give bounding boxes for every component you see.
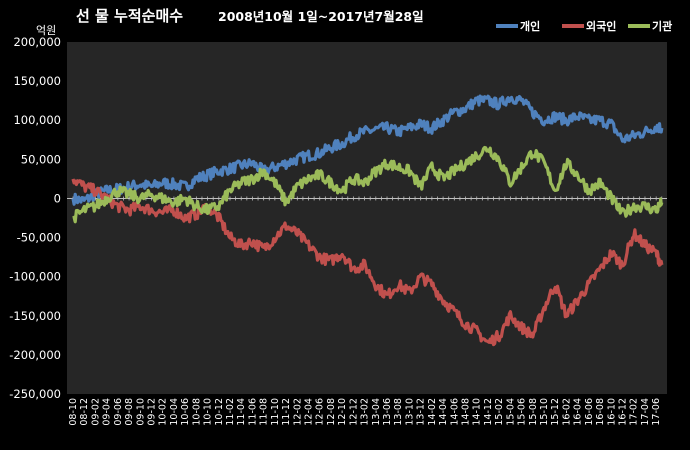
- x-tick-label: 11-10: [270, 398, 281, 426]
- x-tick-label: 10-08: [191, 398, 202, 426]
- x-tick-label: 15-02: [494, 398, 505, 426]
- y-tick-label: -150,000: [9, 309, 61, 323]
- series-line-foreign: [71, 178, 664, 347]
- x-tick-label: 13-04: [371, 398, 382, 426]
- x-axis: 08-10 08-12 09-02 09-04 09-06 09-08 09-10 09-12…: [68, 398, 662, 426]
- legend-individual-label: 개인: [520, 19, 540, 33]
- x-tick-label: 14-10: [472, 398, 483, 426]
- x-tick-label: 13-10: [404, 398, 415, 426]
- x-tick-label: 16-04: [573, 398, 584, 426]
- y-tick-label: 150,000: [13, 74, 61, 88]
- x-tick-label: 10-12: [214, 398, 225, 426]
- x-tick-label: 14-04: [438, 398, 449, 426]
- y-axis: 200,000 150,000 100,000 50,000 0 -50,000 -100,…: [9, 35, 61, 401]
- x-tick-label: 13-06: [382, 398, 393, 426]
- y-tick-label: 200,000: [13, 35, 61, 49]
- chart-title-prefix: 선 물 누적순매수: [76, 7, 183, 25]
- x-tick-label: 13-02: [360, 398, 371, 426]
- x-tick-label: 10-02: [158, 398, 169, 426]
- x-tick-label: 10-04: [169, 398, 180, 426]
- x-tick-label: 12-04: [304, 398, 315, 426]
- x-tick-label: 11-12: [281, 398, 292, 426]
- x-tick-label: 11-08: [259, 398, 270, 426]
- x-tick-label: 13-08: [393, 398, 404, 426]
- x-tick-label: 08-12: [79, 398, 90, 426]
- series-line-individual: [71, 94, 664, 206]
- y-tick-label: -100,000: [9, 270, 61, 284]
- x-tick-label: 15-08: [528, 398, 539, 426]
- y-tick-label: -250,000: [9, 387, 61, 401]
- y-unit-label: 억원: [36, 24, 56, 37]
- y-tick-label: -50,000: [17, 231, 61, 245]
- x-tick-label: 15-10: [539, 398, 550, 426]
- legend-institution-label: 기관: [652, 19, 672, 33]
- x-tick-label: 11-02: [225, 398, 236, 426]
- x-tick-label: 10-10: [203, 398, 214, 426]
- x-tick-label: 12-10: [337, 398, 348, 426]
- x-tick-label: 12-02: [292, 398, 303, 426]
- x-tick-label: 16-10: [606, 398, 617, 426]
- plot-area: [67, 42, 667, 394]
- x-tick-label: 15-12: [550, 398, 561, 426]
- x-tick-label: 11-04: [236, 398, 247, 426]
- y-tick-label: 0: [54, 191, 61, 205]
- legend: 개인 외국인 기관: [496, 19, 672, 33]
- x-tick-label: 16-08: [595, 398, 606, 426]
- x-tick-label: 16-12: [618, 398, 629, 426]
- x-tick-label: 10-06: [180, 398, 191, 426]
- x-tick-label: 09-12: [147, 398, 158, 426]
- x-tick-label: 14-12: [483, 398, 494, 426]
- x-tick-label: 12-12: [348, 398, 359, 426]
- x-tick-label: 09-10: [135, 398, 146, 426]
- x-tick-label: 08-10: [68, 398, 79, 426]
- x-tick-label: 16-02: [561, 398, 572, 426]
- x-tick-label: 09-08: [124, 398, 135, 426]
- x-tick-label: 17-06: [651, 398, 662, 426]
- series-layer: [71, 94, 664, 347]
- x-tick-label: 12-06: [315, 398, 326, 426]
- legend-foreign-label: 외국인: [586, 19, 616, 33]
- x-tick-label: 17-04: [640, 398, 651, 426]
- x-tick-label: 12-08: [326, 398, 337, 426]
- y-tick-label: -200,000: [9, 348, 61, 362]
- x-tick-label: 14-08: [461, 398, 472, 426]
- x-tick-label: 15-06: [517, 398, 528, 426]
- x-tick-label: 16-06: [584, 398, 595, 426]
- x-tick-label: 14-06: [449, 398, 460, 426]
- x-tick-label: 14-02: [427, 398, 438, 426]
- x-tick-label: 11-06: [247, 398, 258, 426]
- y-tick-label: 50,000: [21, 152, 61, 166]
- x-tick-label: 13-12: [416, 398, 427, 426]
- x-tick-label: 09-02: [90, 398, 101, 426]
- x-tick-label: 09-04: [102, 398, 113, 426]
- x-tick-label: 15-04: [505, 398, 516, 426]
- x-tick-label: 09-06: [113, 398, 124, 426]
- series-line-institution: [72, 145, 664, 224]
- y-tick-label: 100,000: [13, 113, 61, 127]
- x-tick-label: 17-02: [629, 398, 640, 426]
- chart-title-period: 2008년10월 1일~2017년7월28일: [218, 9, 424, 24]
